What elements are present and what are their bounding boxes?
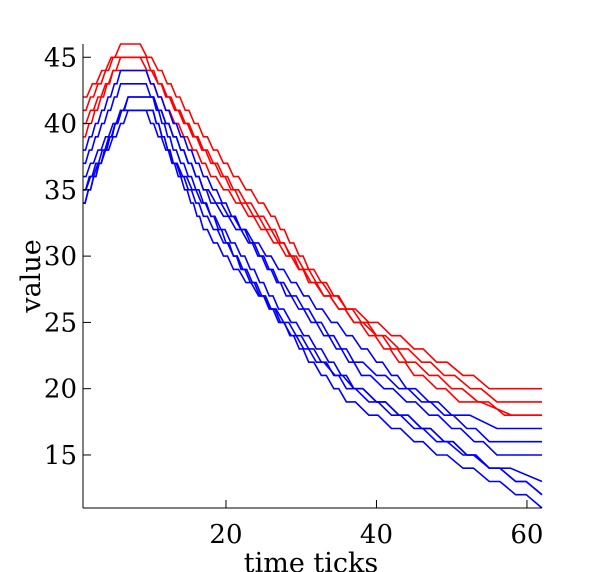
blue-series-line-6 — [83, 83, 542, 443]
x-tick-label-40: 40 — [360, 520, 393, 550]
blue-series-line-8 — [83, 96, 543, 483]
y-tick-label-30: 30 — [44, 242, 77, 272]
y-tick-label-20: 20 — [44, 375, 77, 405]
y-tick-label-45: 45 — [44, 43, 77, 73]
y-tick-label-40: 40 — [44, 110, 77, 140]
blue-series-line-5 — [83, 69, 542, 430]
x-tick-label-20: 20 — [209, 520, 242, 550]
y-tick-label-35: 35 — [44, 176, 77, 206]
y-tick-label-25: 25 — [44, 308, 77, 338]
axes: 20 40 60 15 20 25 30 35 40 45 — [44, 43, 544, 550]
red-series-line-4 — [83, 69, 542, 416]
red-series-line-1 — [83, 43, 542, 390]
x-axis-label: time ticks — [244, 548, 378, 572]
red-series-line-2 — [83, 56, 542, 403]
blue-series-line-11 — [83, 109, 543, 509]
plot-lines — [83, 43, 543, 509]
y-tick-label-15: 15 — [44, 441, 77, 471]
x-tick-label-60: 60 — [510, 520, 543, 550]
y-axis-label: value — [16, 239, 47, 313]
